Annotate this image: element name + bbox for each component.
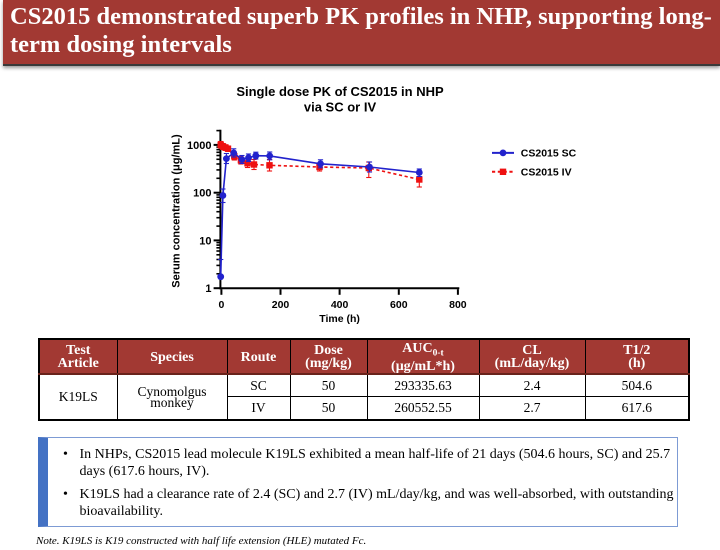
svg-text:Serum concentration (μg/mL): Serum concentration (μg/mL) bbox=[171, 134, 183, 288]
svg-text:Single dose PK of CS2015 in NH: Single dose PK of CS2015 in NHP bbox=[236, 84, 444, 99]
svg-text:800: 800 bbox=[449, 299, 467, 311]
svg-text:600: 600 bbox=[390, 299, 408, 311]
svg-text:100: 100 bbox=[193, 188, 211, 200]
svg-text:400: 400 bbox=[331, 299, 349, 311]
svg-text:1: 1 bbox=[205, 283, 211, 295]
svg-text:Time (h): Time (h) bbox=[319, 313, 360, 325]
svg-text:10: 10 bbox=[199, 235, 211, 247]
svg-text:1000: 1000 bbox=[187, 140, 211, 152]
svg-text:0: 0 bbox=[218, 299, 224, 311]
svg-text:CS2015 SC: CS2015 SC bbox=[521, 148, 577, 160]
svg-text:CS2015 IV: CS2015 IV bbox=[521, 167, 572, 179]
svg-text:via SC or IV: via SC or IV bbox=[304, 100, 377, 115]
svg-text:200: 200 bbox=[272, 299, 290, 311]
